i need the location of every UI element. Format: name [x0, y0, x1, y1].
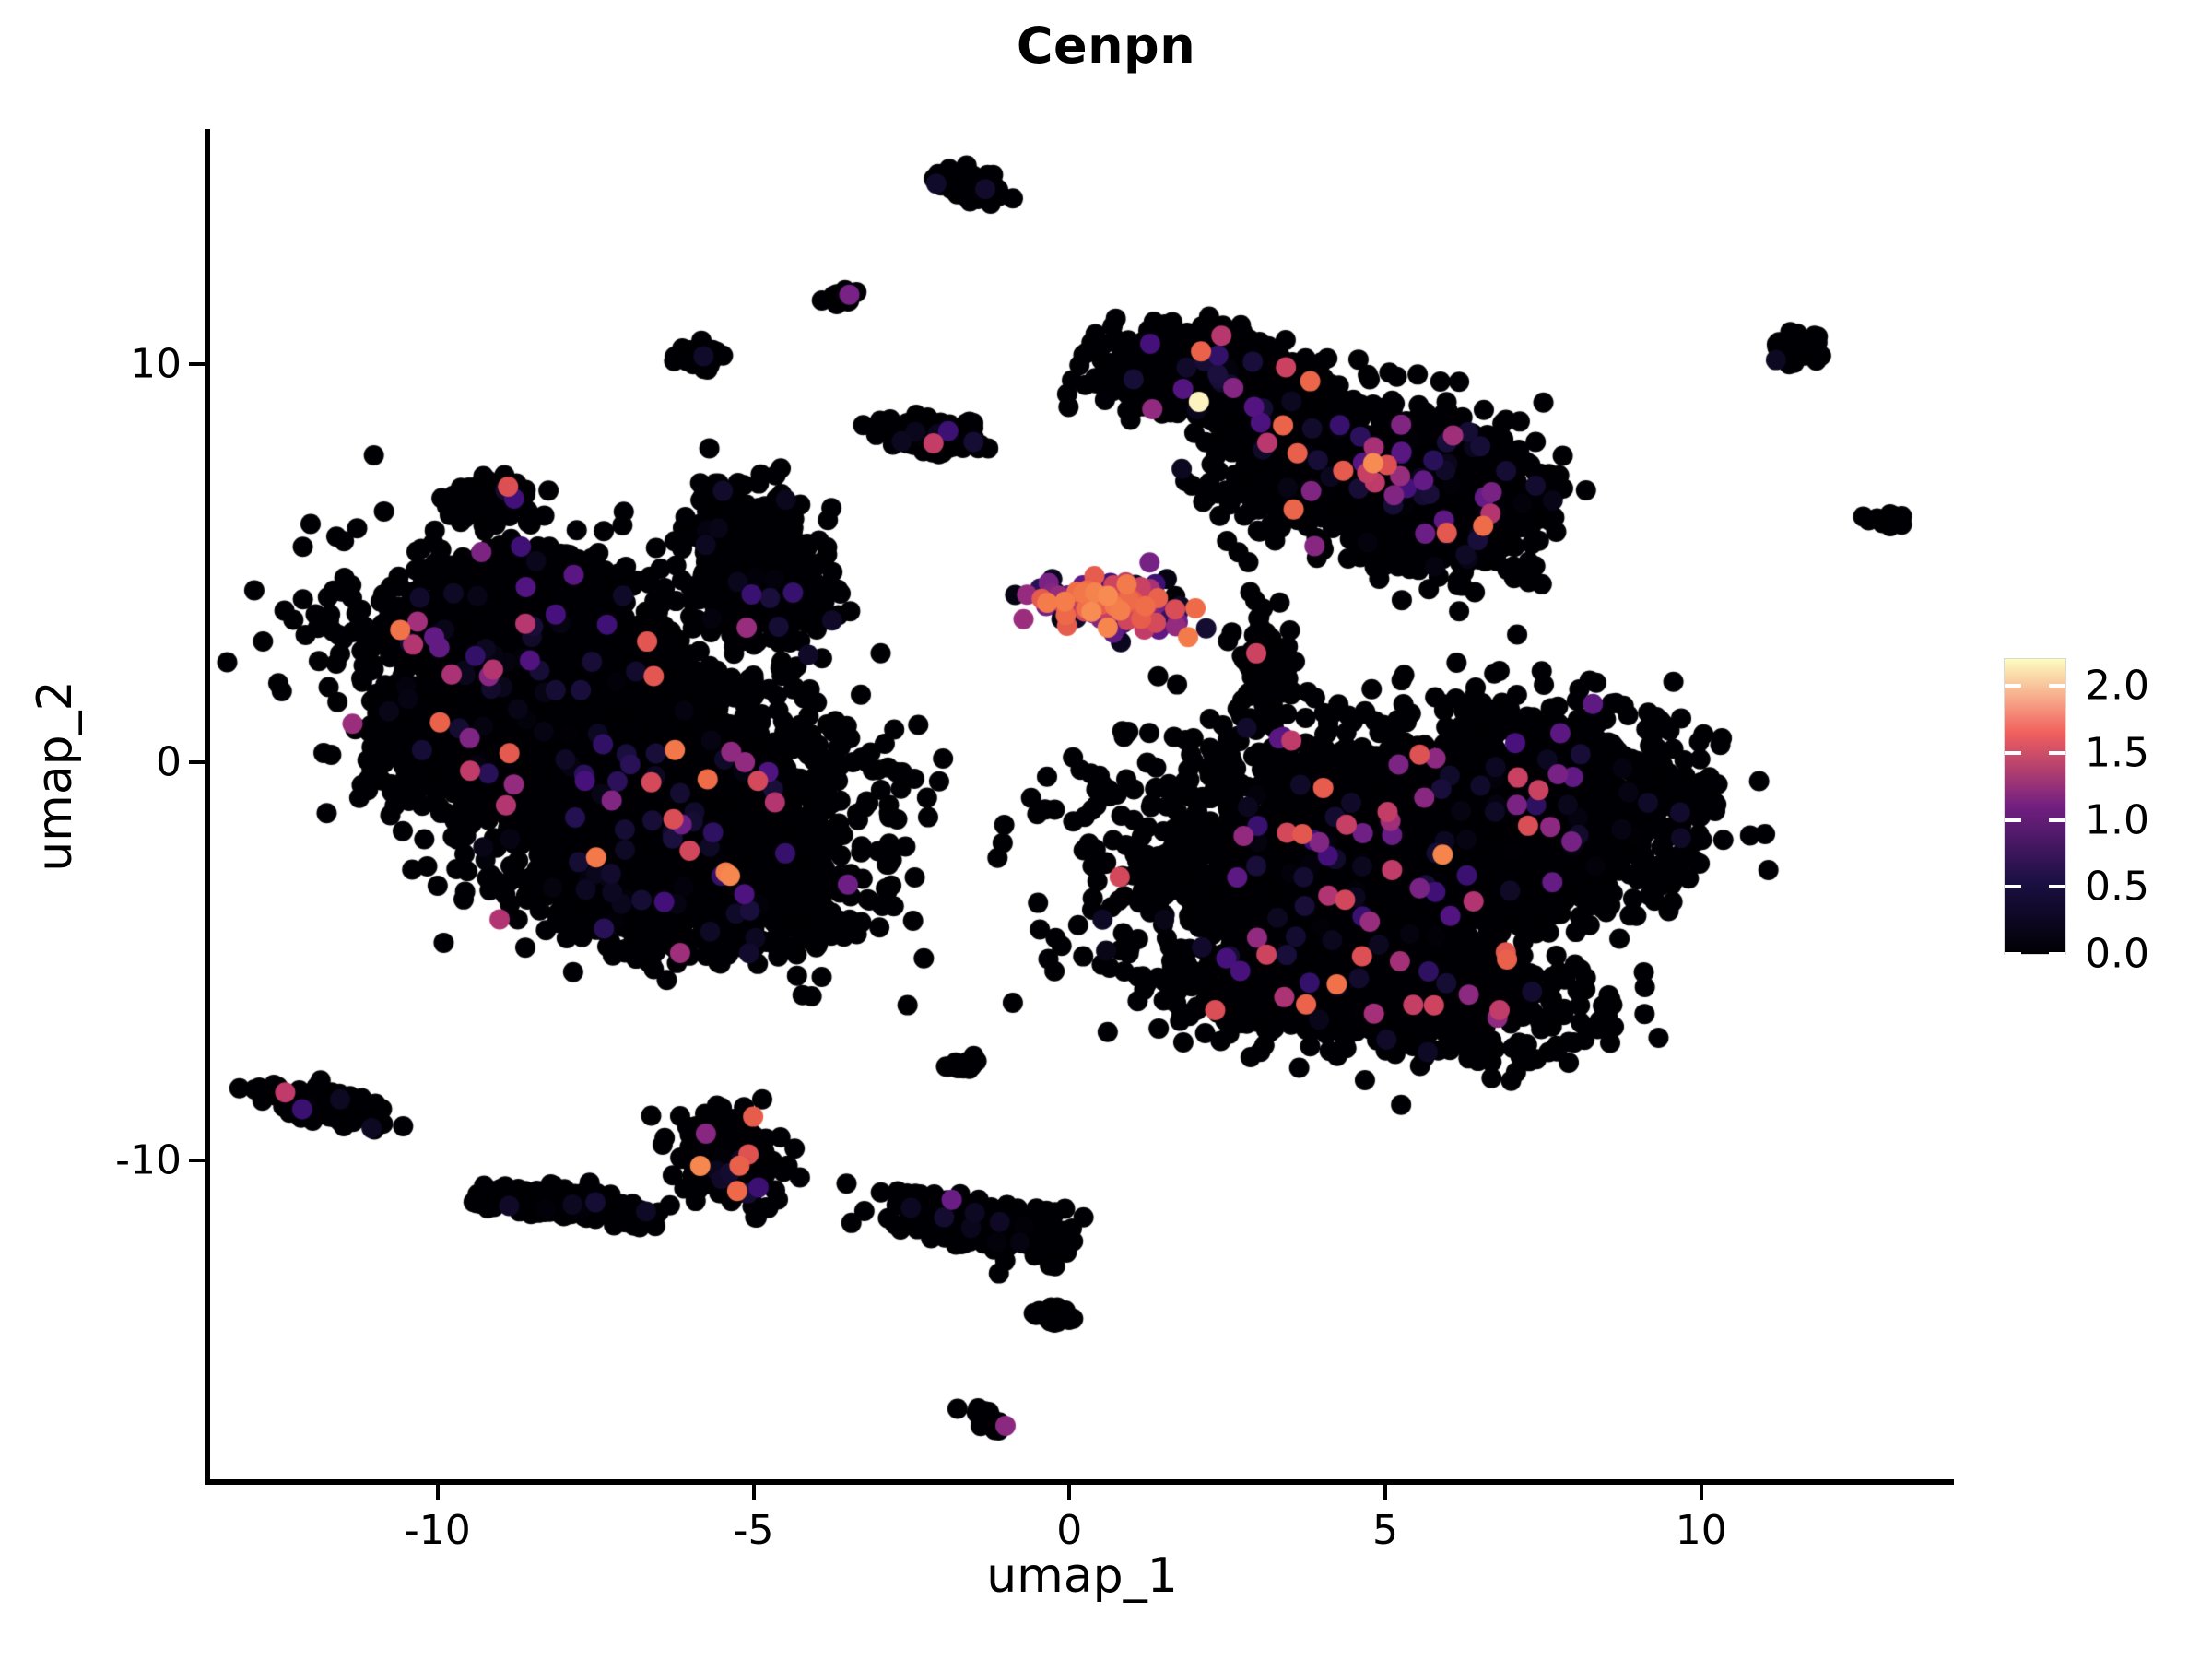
colorbar-tick-mark — [2005, 750, 2021, 755]
x-tick-label: -5 — [733, 1507, 774, 1554]
x-axis-label: umap_1 — [986, 1548, 1178, 1604]
colorbar-tick-mark — [2049, 684, 2065, 688]
x-tick-mark — [751, 1485, 756, 1500]
colorbar-tick-mark — [2049, 818, 2065, 822]
y-tick-mark — [189, 361, 205, 366]
colorbar-gradient — [2005, 659, 2065, 954]
colorbar-tick-label: 2.0 — [2085, 662, 2149, 710]
y-axis-label: umap_2 — [28, 680, 83, 872]
colorbar-tick-mark — [2049, 750, 2065, 755]
colorbar-tick-label: 0.0 — [2085, 930, 2149, 978]
y-tick-mark — [189, 760, 205, 765]
scatter-plot-canvas — [210, 129, 1954, 1479]
colorbar-tick-mark — [2005, 818, 2021, 822]
x-tick-mark — [435, 1485, 440, 1500]
x-tick-label: 5 — [1372, 1507, 1399, 1554]
x-tick-label: -10 — [404, 1507, 471, 1554]
colorbar-tick-mark — [2005, 952, 2021, 956]
colorbar-tick-label: 1.0 — [2085, 796, 2149, 844]
page-title: Cenpn — [1016, 17, 1196, 75]
x-tick-mark — [1067, 1485, 1072, 1500]
colorbar-tick-mark — [2005, 885, 2021, 889]
colorbar-tick-label: 0.5 — [2085, 863, 2149, 911]
colorbar-tick-mark — [2005, 684, 2021, 688]
x-axis-spine — [205, 1479, 1954, 1485]
colorbar-tick-mark — [2049, 885, 2065, 889]
colorbar-tick-mark — [2049, 952, 2065, 956]
y-tick-label: 10 — [130, 340, 182, 388]
x-tick-mark — [1383, 1485, 1388, 1500]
y-tick-label: 0 — [156, 738, 182, 786]
y-tick-label: -10 — [115, 1136, 182, 1184]
x-tick-label: 10 — [1675, 1507, 1727, 1554]
y-axis-spine — [205, 129, 210, 1479]
colorbar-tick-label: 1.5 — [2085, 729, 2149, 777]
plot-axes: -10 -5 0 5 10 -10 0 10 — [115, 129, 1954, 1554]
x-tick-mark — [1699, 1485, 1703, 1500]
x-tick-label: 0 — [1056, 1507, 1083, 1554]
y-tick-mark — [189, 1159, 205, 1163]
